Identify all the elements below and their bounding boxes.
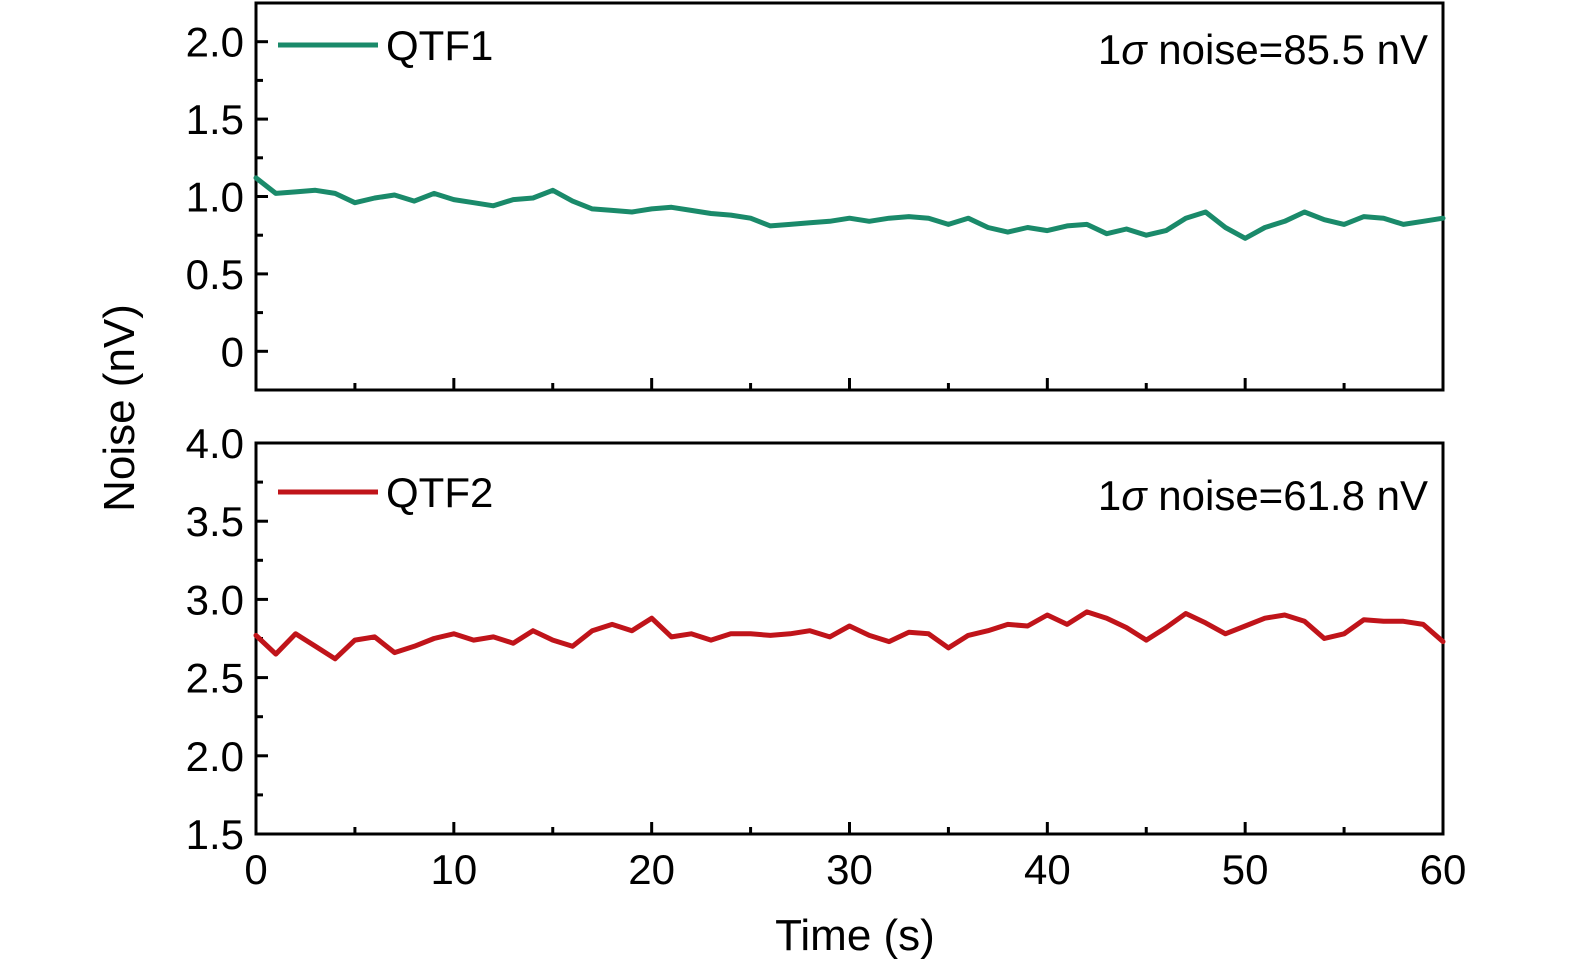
series-line-qtf2 (253, 609, 1446, 662)
y-tick-label: 1.0 (186, 174, 244, 221)
y-tick-label: 2.0 (186, 733, 244, 780)
y-tick-label: 0 (221, 328, 244, 375)
tick-labels: 0 10 20 30 40 50 60 1.5 2.0 2.5 3.0 3.5 4.0 (186, 420, 1467, 893)
y-tick-label: 1.5 (186, 96, 244, 143)
legend: QTF2 (278, 469, 493, 516)
y-tick-label: 3.5 (186, 498, 244, 545)
noise-annotation-qtf1: 1σ noise=85.5 nV (1098, 26, 1428, 73)
axis-ticks (254, 1, 1445, 392)
y-tick-label: 2.5 (186, 655, 244, 702)
legend: QTF1 (278, 22, 493, 69)
x-tick-label: 30 (826, 846, 873, 893)
y-tick-label: 3.0 (186, 576, 244, 623)
y-tick-label: 2.0 (186, 19, 244, 66)
x-tick-label: 50 (1222, 846, 1269, 893)
x-tick-label: 10 (430, 846, 477, 893)
legend-label-qtf2: QTF2 (386, 469, 493, 516)
y-axis-title: Noise (nV) (95, 304, 144, 512)
noise-annotation-qtf2: 1σ noise=61.8 nV (1098, 472, 1428, 519)
y-tick-label: 4.0 (186, 420, 244, 467)
y-tick-label: 0.5 (186, 251, 244, 298)
axis-ticks (254, 441, 1445, 836)
tick-labels: 0 0.5 1.0 1.5 2.0 (186, 19, 244, 376)
x-tick-label: 20 (628, 846, 675, 893)
series-line-qtf1 (253, 175, 1446, 241)
x-tick-label: 60 (1420, 846, 1467, 893)
legend-label-qtf1: QTF1 (386, 22, 493, 69)
y-tick-label: 1.5 (186, 811, 244, 858)
series-layer (253, 609, 1446, 662)
x-tick-label: 0 (244, 846, 267, 893)
qtf2-noise-panel: 0 10 20 30 40 50 60 1.5 2.0 2.5 3.0 3.5 4.0 QTF2 1σ … (186, 420, 1467, 893)
x-tick-label: 40 (1024, 846, 1071, 893)
qtf1-noise-panel: 0 0.5 1.0 1.5 2.0 QTF1 1σ noise=85.5 nV (186, 1, 1446, 392)
x-axis-title: Time (s) (775, 911, 935, 960)
series-layer (253, 175, 1446, 241)
